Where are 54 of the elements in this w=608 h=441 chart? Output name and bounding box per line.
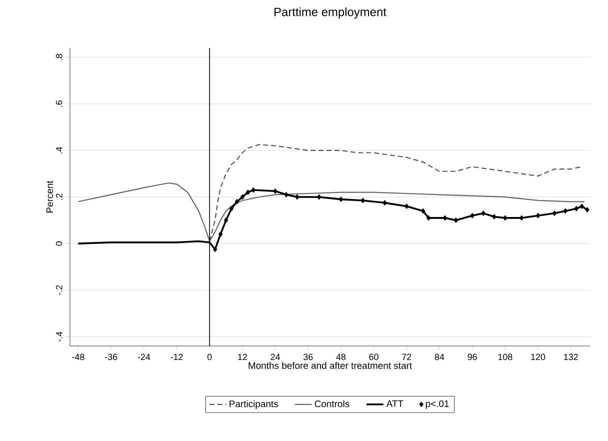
x-tick-label: 108 bbox=[498, 354, 512, 360]
point bbox=[295, 194, 300, 200]
point bbox=[552, 210, 557, 216]
x-tick-label: 120 bbox=[531, 354, 546, 360]
point bbox=[234, 198, 240, 204]
x-tick-label: -12 bbox=[170, 354, 183, 360]
chart-title: Parttime employment bbox=[274, 7, 386, 19]
y-tick-label: .6 bbox=[56, 100, 62, 107]
point bbox=[316, 194, 322, 200]
x-tick-label: -24 bbox=[138, 354, 150, 360]
x-tick-label: 12 bbox=[238, 354, 247, 360]
point bbox=[229, 206, 234, 212]
point bbox=[503, 215, 508, 221]
y-tick-label: 0 bbox=[56, 241, 62, 246]
x-tick-label: 96 bbox=[468, 354, 477, 360]
x-tick-label: 72 bbox=[402, 354, 412, 360]
y-tick-label: .2 bbox=[56, 194, 62, 200]
y-tick-label: -.4 bbox=[56, 332, 62, 342]
point bbox=[404, 204, 409, 210]
x-tick-label: 48 bbox=[336, 354, 346, 360]
point bbox=[442, 215, 448, 221]
y-tick-label: -.2 bbox=[56, 285, 62, 295]
point bbox=[536, 212, 540, 218]
point bbox=[360, 198, 365, 204]
x-axis-title: Months before and after treatment start bbox=[248, 362, 412, 369]
point bbox=[212, 246, 218, 252]
x-tick-label: 84 bbox=[434, 354, 444, 360]
legend-label: ATT bbox=[386, 400, 404, 407]
point bbox=[574, 206, 578, 212]
point bbox=[454, 217, 458, 224]
y-axis-title: Percent bbox=[46, 180, 54, 213]
point bbox=[382, 200, 387, 206]
x-tick-label: 24 bbox=[270, 354, 280, 360]
point bbox=[420, 208, 426, 214]
x-tick-label: -48 bbox=[72, 354, 84, 360]
y-tick-label: .8 bbox=[56, 54, 62, 60]
point bbox=[284, 192, 288, 198]
x-tick-label: 132 bbox=[564, 354, 578, 360]
point bbox=[240, 194, 245, 200]
point bbox=[426, 215, 431, 221]
x-tick-label: -36 bbox=[104, 354, 118, 360]
legend-label: Participants bbox=[230, 400, 278, 410]
legend-label: p<.01 bbox=[426, 400, 449, 409]
point bbox=[246, 190, 250, 196]
point bbox=[580, 204, 584, 210]
y-tick-label: .4 bbox=[56, 146, 62, 154]
point bbox=[273, 188, 278, 194]
x-tick-label: 60 bbox=[369, 354, 378, 360]
x-tick-label: 36 bbox=[303, 354, 313, 360]
legend-label: Controls bbox=[314, 400, 350, 408]
x-tick-label: 0 bbox=[207, 354, 212, 360]
point bbox=[470, 212, 474, 218]
point bbox=[224, 217, 228, 224]
point bbox=[218, 231, 223, 238]
